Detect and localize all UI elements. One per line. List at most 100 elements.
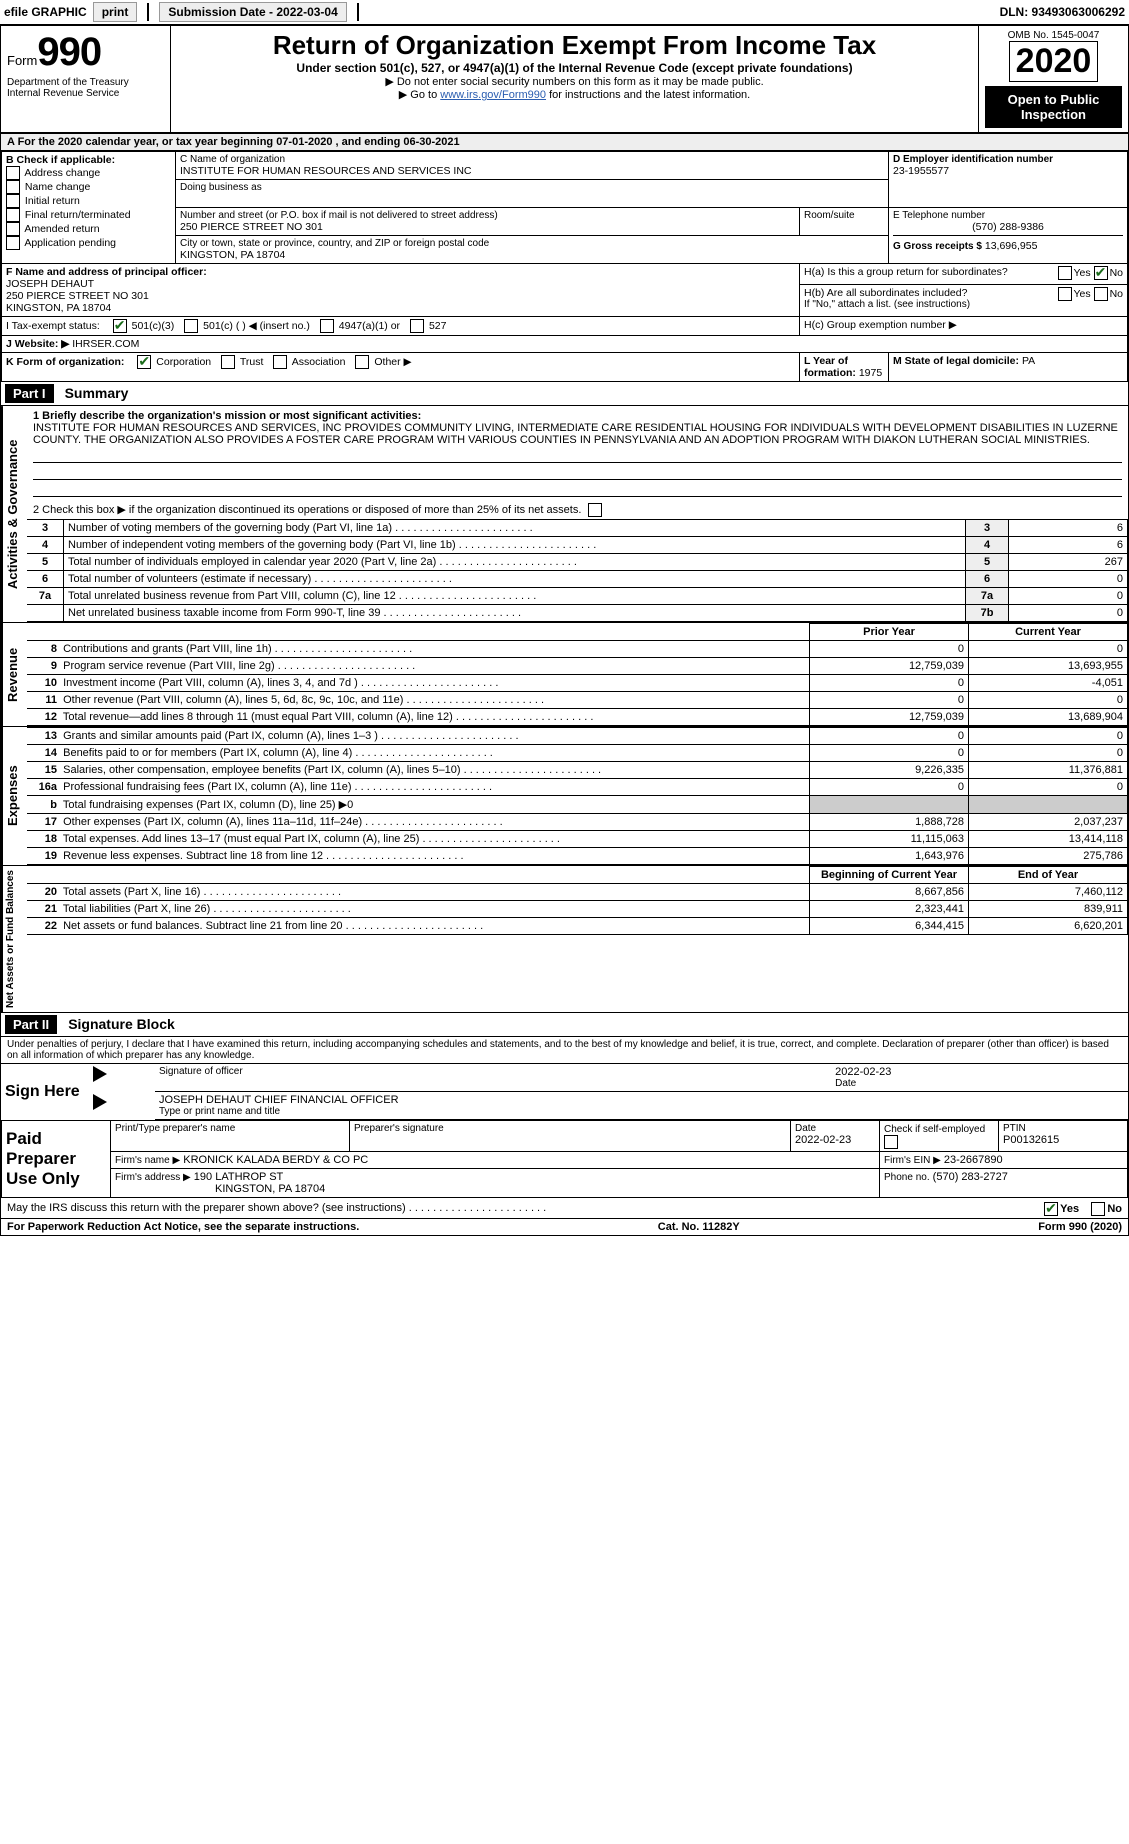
city-value: KINGSTON, PA 18704 <box>180 249 884 261</box>
boxb-checkbox[interactable] <box>6 236 20 250</box>
discuss-yes-checkbox[interactable] <box>1044 1202 1058 1216</box>
prep-name-label: Print/Type preparer's name <box>115 1123 345 1134</box>
box-num: 7b <box>966 605 1009 622</box>
col-end: End of Year <box>969 867 1128 884</box>
box-k-label: K Form of organization: <box>6 356 124 368</box>
no-label: No <box>1107 1203 1122 1215</box>
separator <box>147 3 149 21</box>
boxb-checkbox[interactable] <box>6 166 20 180</box>
line-value: 0 <box>1009 571 1128 588</box>
firm-name-label: Firm's name ▶ <box>115 1155 180 1166</box>
tax-exempt-opt: 527 <box>429 320 447 332</box>
form-org-checkbox[interactable] <box>273 355 287 369</box>
hb-no-checkbox[interactable] <box>1094 287 1108 301</box>
phone-label: Phone no. <box>884 1172 930 1183</box>
prior-value: 11,115,063 <box>810 831 969 848</box>
form-org-checkbox[interactable] <box>221 355 235 369</box>
line-desc: Number of voting members of the governin… <box>64 520 966 537</box>
current-value <box>969 796 1128 814</box>
line1-label: 1 Briefly describe the organization's mi… <box>33 410 421 422</box>
form-org-opt: Corporation <box>156 356 211 368</box>
prep-date-label: Date <box>795 1123 875 1134</box>
line2-checkbox[interactable] <box>588 503 602 517</box>
year-formation: 1975 <box>859 367 882 379</box>
self-emp-checkbox[interactable] <box>884 1135 898 1149</box>
current-value: -4,051 <box>969 675 1128 692</box>
no-label: No <box>1110 267 1123 279</box>
website-value: IHRSER.COM <box>72 338 139 350</box>
form-number: Form990 <box>7 30 164 75</box>
form-header: Form990 Department of the Treasury Inter… <box>1 26 1128 134</box>
officer-street: 250 PIERCE STREET NO 301 <box>6 290 795 302</box>
sig-officer-label: Signature of officer <box>159 1066 827 1077</box>
discuss-no-checkbox[interactable] <box>1091 1202 1105 1216</box>
phone-value: (570) 288-9386 <box>893 221 1123 233</box>
ein-value: 23-1955577 <box>893 165 1123 177</box>
print-button[interactable]: print <box>93 2 138 22</box>
current-value: 0 <box>969 641 1128 658</box>
sig-date: 2022-02-23 <box>835 1066 1124 1078</box>
paid-preparer-label: Paid Preparer Use Only <box>2 1121 111 1198</box>
officer-printed-name: JOSEPH DEHAUT CHIEF FINANCIAL OFFICER <box>159 1094 1124 1106</box>
note-no-ssn: ▶ Do not enter social security numbers o… <box>177 75 972 88</box>
boxb-checkbox[interactable] <box>6 180 20 194</box>
separator <box>357 3 359 21</box>
submission-date-button[interactable]: Submission Date - 2022-03-04 <box>159 2 346 22</box>
boxb-checkbox[interactable] <box>6 208 20 222</box>
form-org-checkbox[interactable] <box>355 355 369 369</box>
identification-block: B Check if applicable: Address change Na… <box>1 151 1128 382</box>
prior-value: 6,344,415 <box>810 918 969 935</box>
yes-label: Yes <box>1074 267 1091 279</box>
officer-name: JOSEPH DEHAUT <box>6 278 795 290</box>
signature-table: Sign Here Signature of officer 2022-02-2… <box>1 1064 1128 1120</box>
form990-link[interactable]: www.irs.gov/Form990 <box>440 89 546 101</box>
note-goto-post: for instructions and the latest informat… <box>546 89 750 101</box>
line-num: 6 <box>27 571 64 588</box>
box-num: 3 <box>966 520 1009 537</box>
website-label: J Website: ▶ <box>6 338 69 350</box>
line-value: 0 <box>1009 588 1128 605</box>
box-num: 7a <box>966 588 1009 605</box>
current-value: 0 <box>969 728 1128 745</box>
current-value: 0 <box>969 779 1128 796</box>
prior-value: 2,323,441 <box>810 901 969 918</box>
vlabel-revenue: Revenue <box>1 623 27 726</box>
box-num: 5 <box>966 554 1009 571</box>
line-value: 6 <box>1009 520 1128 537</box>
line-num <box>27 605 64 622</box>
ha-no-checkbox[interactable] <box>1094 266 1108 280</box>
hb-yes-checkbox[interactable] <box>1058 287 1072 301</box>
type-name-label: Type or print name and title <box>159 1106 1124 1117</box>
line-num: 3 <box>27 520 64 537</box>
prior-value: 0 <box>810 745 969 762</box>
line2-text: 2 Check this box ▶ if the organization d… <box>27 501 1128 519</box>
firm-city: KINGSTON, PA 18704 <box>115 1183 325 1195</box>
boxb-item-label: Final return/terminated <box>25 209 131 221</box>
line-desc: Number of independent voting members of … <box>64 537 966 554</box>
tax-exempt-checkbox[interactable] <box>113 319 127 333</box>
boxb-checkbox[interactable] <box>6 222 20 236</box>
current-value: 0 <box>969 692 1128 709</box>
tax-exempt-opt: 4947(a)(1) or <box>339 320 400 332</box>
vlabel-governance: Activities & Governance <box>1 406 27 622</box>
prior-value: 8,667,856 <box>810 884 969 901</box>
form-org-checkbox[interactable] <box>137 355 151 369</box>
box-num: 4 <box>966 537 1009 554</box>
prep-date: 2022-02-23 <box>795 1134 875 1146</box>
tax-exempt-checkbox[interactable] <box>184 319 198 333</box>
prior-value: 0 <box>810 641 969 658</box>
firm-phone: (570) 283-2727 <box>933 1171 1008 1183</box>
boxb-item-label: Address change <box>24 167 100 179</box>
ha-yes-checkbox[interactable] <box>1058 266 1072 280</box>
yes-label: Yes <box>1074 288 1091 300</box>
omb-label: OMB No. 1545-0047 <box>985 30 1122 41</box>
form-word: Form <box>7 53 37 68</box>
self-emp-label: Check if self-employed <box>884 1124 985 1135</box>
yes-label: Yes <box>1060 1203 1079 1215</box>
org-name: INSTITUTE FOR HUMAN RESOURCES AND SERVIC… <box>180 165 884 177</box>
may-discuss-label: May the IRS discuss this return with the… <box>7 1202 406 1214</box>
efile-label: efile GRAPHIC <box>4 5 87 19</box>
tax-exempt-checkbox[interactable] <box>410 319 424 333</box>
boxb-checkbox[interactable] <box>6 194 20 208</box>
tax-exempt-checkbox[interactable] <box>320 319 334 333</box>
